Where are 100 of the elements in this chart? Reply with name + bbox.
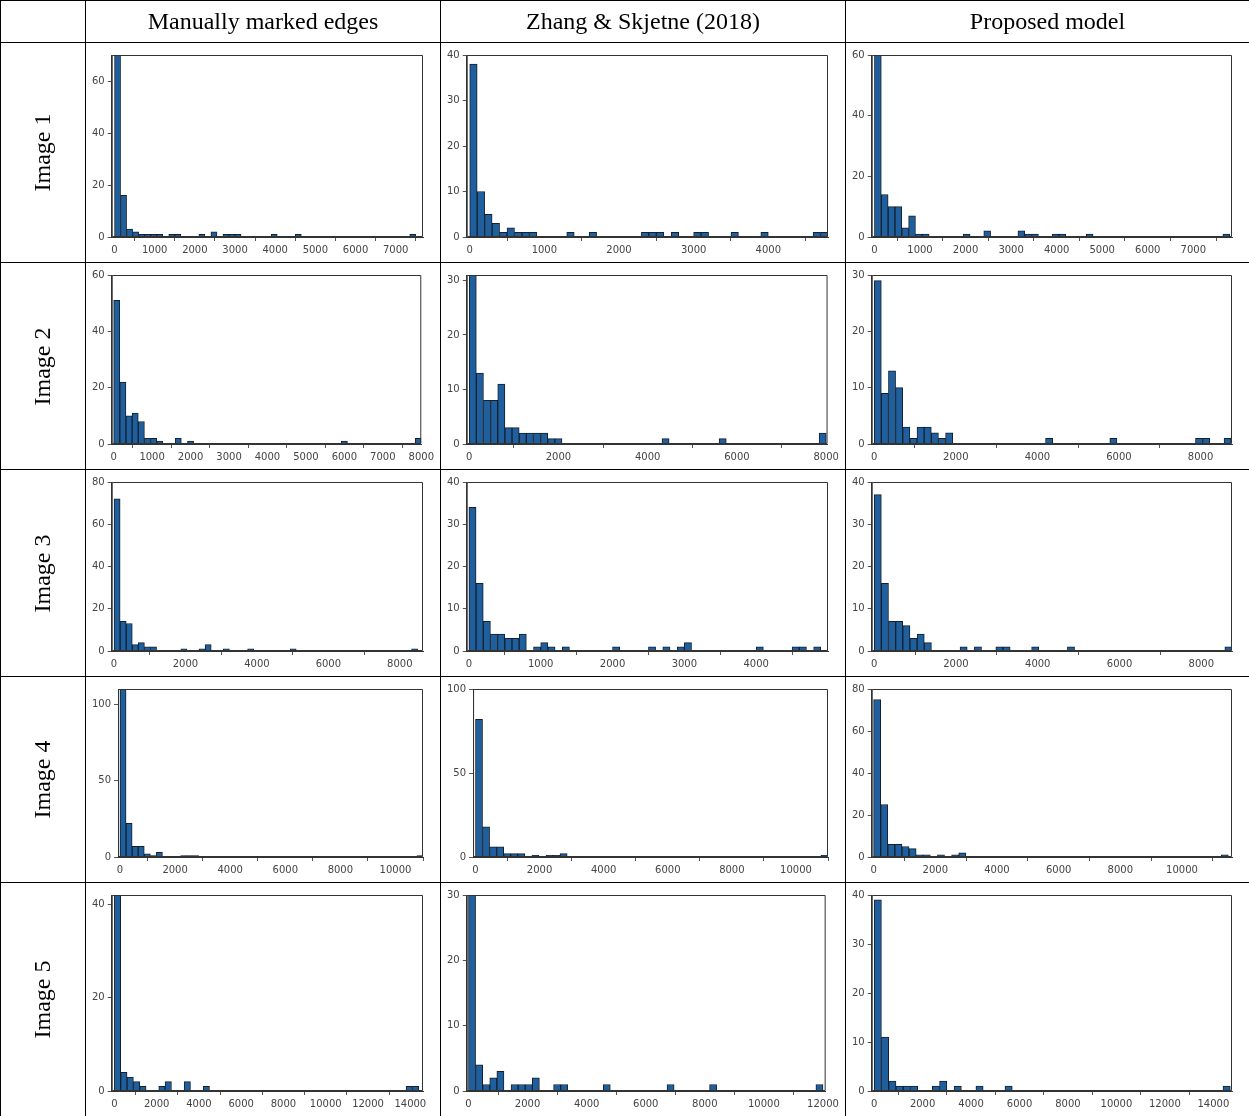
x-tick-label: 4000 <box>573 1097 600 1109</box>
y-tick-label: 30 <box>851 268 865 280</box>
x-tick-label: 6000 <box>228 1097 254 1109</box>
y-tick-label: 50 <box>453 766 467 778</box>
x-tick-label: 2000 <box>182 243 208 255</box>
x-tick-label: 4000 <box>590 863 617 875</box>
x-tick-label: 6000 <box>331 450 358 462</box>
x-tick-label: 1000 <box>141 243 168 255</box>
x-tick-label: 14000 <box>394 1097 427 1109</box>
x-tick-label: 6000 <box>655 863 681 875</box>
x-tick-label: 2000 <box>526 863 553 875</box>
x-tick-label: 10000 <box>309 1097 342 1109</box>
x-tick-label: 1000 <box>527 657 554 669</box>
y-axis-title: Image 3 <box>29 534 57 612</box>
x-tick-label: 12000 <box>1148 1097 1181 1109</box>
y-axis-title: Image 1 <box>29 113 57 192</box>
x-tick-label: 2000 <box>545 450 572 462</box>
x-tick-label: 4000 <box>984 863 1010 875</box>
x-tick-label: 8000 <box>327 863 354 875</box>
x-tick-label: 12000 <box>807 1097 839 1109</box>
y-tick-label: 0 <box>858 437 865 449</box>
y-tick-label: 40 <box>91 897 105 909</box>
y-tick-label: 30 <box>851 517 865 529</box>
x-tick-label: 0 <box>870 863 877 875</box>
x-tick-label: 6000 <box>1045 863 1072 875</box>
x-tick-label: 8000 <box>387 657 413 669</box>
x-tick-label: 0 <box>870 1097 878 1109</box>
x-tick-label: 10000 <box>780 863 812 875</box>
x-tick-label: 6000 <box>1006 1097 1033 1109</box>
y-tick-label: 0 <box>858 1084 865 1096</box>
x-tick-label: 1000 <box>907 243 933 255</box>
x-tick-label: 3000 <box>671 657 698 669</box>
x-tick-label: 6000 <box>272 863 299 875</box>
x-tick-label: 4000 <box>186 1097 212 1109</box>
x-tick-label: 8000 <box>1107 863 1134 875</box>
y-tick-label: 80 <box>851 682 865 694</box>
y-tick-label: 60 <box>91 517 105 529</box>
x-tick-label: 3000 <box>680 243 707 255</box>
y-tick-label: 20 <box>446 328 460 340</box>
x-tick-label: 8000 <box>408 450 434 462</box>
y-tick-label: 0 <box>98 644 105 656</box>
y-tick-label: 30 <box>851 937 865 949</box>
y-tick-label: 10 <box>446 602 460 614</box>
y-tick-label: 0 <box>858 230 865 242</box>
y-axis-title: Image 2 <box>29 327 57 405</box>
y-axis-title: Image 5 <box>29 960 57 1039</box>
x-tick-label: 6000 <box>1106 657 1133 669</box>
y-tick-label: 40 <box>851 475 865 487</box>
x-tick-label: 10000 <box>1100 1097 1133 1109</box>
x-tick-label: 4000 <box>1025 657 1051 669</box>
y-tick-label: 30 <box>446 94 460 106</box>
y-tick-label: 60 <box>91 268 105 280</box>
y-tick-label: 0 <box>453 230 460 242</box>
y-tick-label: 60 <box>91 74 105 86</box>
x-tick-label: 3000 <box>998 243 1024 255</box>
x-tick-label: 7000 <box>1180 243 1207 255</box>
x-tick-label: 8000 <box>1187 450 1214 462</box>
y-tick-label: 0 <box>459 850 467 862</box>
y-tick-label: 40 <box>91 126 105 138</box>
x-tick-label: 1000 <box>531 243 558 255</box>
x-tick-label: 2000 <box>177 450 204 462</box>
y-tick-label: 20 <box>446 560 460 572</box>
x-tick-label: 6000 <box>315 657 342 669</box>
y-tick-label: 100 <box>91 697 112 709</box>
y-tick-label: 20 <box>851 169 865 181</box>
y-tick-label: 20 <box>851 560 865 572</box>
y-tick-label: 0 <box>453 644 460 656</box>
x-tick-label: 8000 <box>692 1097 718 1109</box>
y-tick-label: 40 <box>851 109 865 121</box>
x-tick-label: 8000 <box>1188 657 1215 669</box>
y-tick-label: 20 <box>91 991 105 1003</box>
x-tick-label: 6000 <box>1106 450 1132 462</box>
y-tick-label: 40 <box>91 324 105 336</box>
y-tick-label: 30 <box>446 274 460 286</box>
y-tick-label: 100 <box>446 682 467 694</box>
y-axis-title: Image 4 <box>29 740 57 819</box>
y-tick-label: 0 <box>104 850 112 862</box>
x-tick-label: 4000 <box>217 863 243 875</box>
x-tick-label: 0 <box>472 863 479 875</box>
x-tick-label: 4000 <box>755 243 782 255</box>
y-tick-label: 0 <box>98 230 105 242</box>
x-tick-label: 2000 <box>172 657 199 669</box>
x-tick-label: 4000 <box>958 1097 984 1109</box>
x-tick-label: 3000 <box>222 243 248 255</box>
x-tick-label: 2000 <box>952 243 979 255</box>
y-tick-label: 0 <box>98 1084 105 1096</box>
x-tick-label: 0 <box>870 657 878 669</box>
x-tick-label: 2000 <box>606 243 632 255</box>
x-tick-label: 4000 <box>1024 450 1051 462</box>
x-tick-label: 4000 <box>634 450 661 462</box>
y-tick-label: 30 <box>446 517 460 529</box>
x-tick-label: 14000 <box>1197 1097 1230 1109</box>
x-tick-label: 5000 <box>293 450 319 462</box>
x-tick-label: 7000 <box>370 450 396 462</box>
x-tick-label: 4000 <box>1043 243 1070 255</box>
y-tick-label: 0 <box>453 437 460 449</box>
chart-title: Zhang & Skjetne (2018) <box>440 0 846 43</box>
x-tick-label: 0 <box>870 450 878 462</box>
y-tick-label: 0 <box>98 437 105 449</box>
chart-title: Proposed model <box>845 0 1249 43</box>
